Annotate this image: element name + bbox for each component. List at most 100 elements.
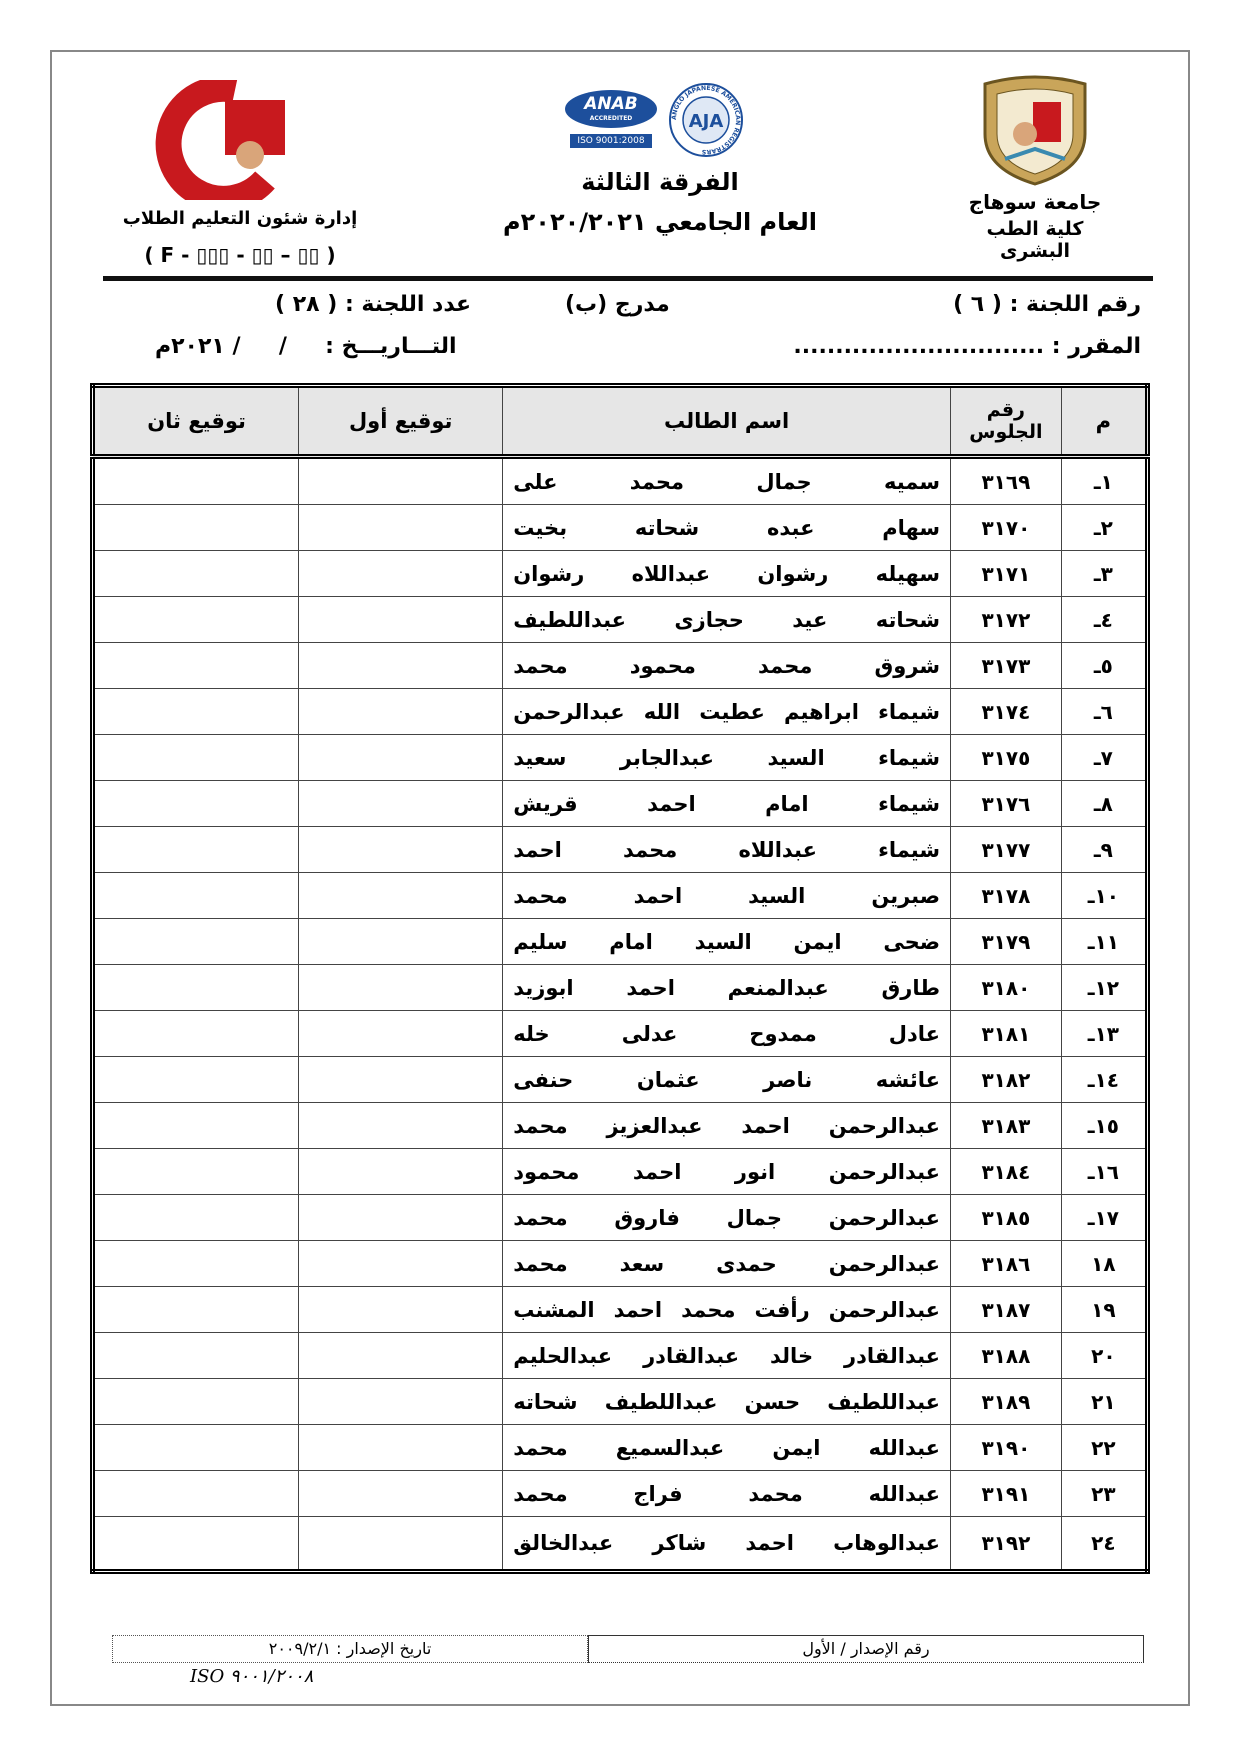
second-signature-cell[interactable] bbox=[91, 688, 300, 735]
page-frame bbox=[50, 50, 1190, 1706]
second-signature-cell[interactable] bbox=[91, 1148, 300, 1195]
second-signature-cell[interactable] bbox=[91, 918, 300, 965]
row-index: ٢٤ bbox=[1060, 1516, 1149, 1572]
seat-number: ٣١٨٥ bbox=[950, 1194, 1062, 1241]
student-name: عبداللطيف حسن عبداللطيف شحاته bbox=[502, 1378, 952, 1425]
first-signature-cell[interactable] bbox=[298, 872, 504, 919]
first-signature-cell[interactable] bbox=[298, 1194, 504, 1241]
first-signature-cell[interactable] bbox=[298, 1516, 504, 1572]
row-index: ٩ـ bbox=[1060, 826, 1149, 873]
first-signature-cell[interactable] bbox=[298, 780, 504, 827]
table-row: ٢٤ ٣١٩٢ عبدالوهاب احمد شاكر عبدالخالق bbox=[91, 1516, 1149, 1572]
seat-number: ٣١٨٠ bbox=[950, 964, 1062, 1011]
iso-footer: ISO ٩٠٠١/٢٠٠٨ bbox=[190, 1666, 314, 1687]
aja-logo: ANGLO JAPANESE AMERICAN REGISTRARS AJA bbox=[669, 83, 743, 157]
seat-number: ٣١٨٢ bbox=[950, 1056, 1062, 1103]
col-sig1-header: توقيع أول bbox=[298, 385, 504, 459]
table-row: ٤ـ ٣١٧٢ شحاته عيد حجازى عبداللطيف bbox=[91, 596, 1149, 643]
seat-number: ٣١٧٠ bbox=[950, 504, 1062, 551]
first-signature-cell[interactable] bbox=[298, 1148, 504, 1195]
first-signature-cell[interactable] bbox=[298, 1240, 504, 1287]
second-signature-cell[interactable] bbox=[91, 1010, 300, 1057]
col-seat-header: رقم الجلوس bbox=[950, 385, 1062, 459]
student-name: شيماء السيد عبدالجابر سعيد bbox=[502, 734, 952, 781]
second-signature-cell[interactable] bbox=[91, 1194, 300, 1241]
row-index: ١ـ bbox=[1060, 456, 1149, 505]
student-name: شروق محمد محمود محمد bbox=[502, 642, 952, 689]
table-row: ٢ـ ٣١٧٠ سهام عبده شحاته بخيت bbox=[91, 504, 1149, 551]
second-signature-cell[interactable] bbox=[91, 734, 300, 781]
row-index: ٢ـ bbox=[1060, 504, 1149, 551]
first-signature-cell[interactable] bbox=[298, 642, 504, 689]
second-signature-cell[interactable] bbox=[91, 1240, 300, 1287]
second-signature-cell[interactable] bbox=[91, 1332, 300, 1379]
second-signature-cell[interactable] bbox=[91, 1516, 300, 1572]
faculty-of-medicine-logo bbox=[155, 80, 285, 200]
anab-wordmark: ANAB bbox=[584, 94, 638, 114]
seat-number: ٣١٦٩ bbox=[950, 456, 1062, 505]
table-row: ١٩ ٣١٨٧ عبدالرحمن رأفت محمد احمد المشنب bbox=[91, 1286, 1149, 1333]
second-signature-cell[interactable] bbox=[91, 1286, 300, 1333]
row-index: ٣ـ bbox=[1060, 550, 1149, 597]
issue-number: رقم الإصدار / الأول bbox=[588, 1635, 1144, 1663]
second-signature-cell[interactable] bbox=[91, 1424, 300, 1471]
iso-badge: ISO 9001:2008 bbox=[570, 134, 652, 148]
seat-number: ٣١٧٤ bbox=[950, 688, 1062, 735]
student-name: عبدالرحمن حمدى سعد محمد bbox=[502, 1240, 952, 1287]
first-signature-cell[interactable] bbox=[298, 1056, 504, 1103]
first-signature-cell[interactable] bbox=[298, 1378, 504, 1425]
first-signature-cell[interactable] bbox=[298, 1102, 504, 1149]
table-row: ٢٢ ٣١٩٠ عبدالله ايمن عبدالسميع محمد bbox=[91, 1424, 1149, 1471]
first-signature-cell[interactable] bbox=[298, 964, 504, 1011]
row-index: ٨ـ bbox=[1060, 780, 1149, 827]
first-signature-cell[interactable] bbox=[298, 596, 504, 643]
first-signature-cell[interactable] bbox=[298, 1332, 504, 1379]
first-signature-cell[interactable] bbox=[298, 1424, 504, 1471]
first-signature-cell[interactable] bbox=[298, 918, 504, 965]
row-index: ٢١ bbox=[1060, 1378, 1149, 1425]
first-signature-cell[interactable] bbox=[298, 1010, 504, 1057]
second-signature-cell[interactable] bbox=[91, 780, 300, 827]
academic-year: العام الجامعي ٢٠٢٠/٢٠٢١م bbox=[503, 208, 817, 236]
table-row: ٢١ ٣١٨٩ عبداللطيف حسن عبداللطيف شحاته bbox=[91, 1378, 1149, 1425]
second-signature-cell[interactable] bbox=[91, 1470, 300, 1517]
table-row: ١٦ـ ٣١٨٤ عبدالرحمن انور احمد محمود bbox=[91, 1148, 1149, 1195]
student-name: شيماء ابراهيم عطيت الله عبدالرحمن bbox=[502, 688, 952, 735]
seat-number: ٣١٧٧ bbox=[950, 826, 1062, 873]
row-index: ١٢ـ bbox=[1060, 964, 1149, 1011]
first-signature-cell[interactable] bbox=[298, 826, 504, 873]
second-signature-cell[interactable] bbox=[91, 596, 300, 643]
second-signature-cell[interactable] bbox=[91, 642, 300, 689]
first-signature-cell[interactable] bbox=[298, 504, 504, 551]
first-signature-cell[interactable] bbox=[298, 1470, 504, 1517]
student-name: سميه جمال محمد على bbox=[502, 456, 952, 505]
table-row: ٩ـ ٣١٧٧ شيماء عبداللاه محمد احمد bbox=[91, 826, 1149, 873]
student-name: عبدالرحمن احمد عبدالعزيز محمد bbox=[502, 1102, 952, 1149]
second-signature-cell[interactable] bbox=[91, 1056, 300, 1103]
row-index: ١٧ـ bbox=[1060, 1194, 1149, 1241]
first-signature-cell[interactable] bbox=[298, 1286, 504, 1333]
first-signature-cell[interactable] bbox=[298, 734, 504, 781]
first-signature-cell[interactable] bbox=[298, 456, 504, 505]
seat-number: ٣١٨٧ bbox=[950, 1286, 1062, 1333]
second-signature-cell[interactable] bbox=[91, 1102, 300, 1149]
second-signature-cell[interactable] bbox=[91, 826, 300, 873]
second-signature-cell[interactable] bbox=[91, 504, 300, 551]
student-name: صبرين السيد احمد محمد bbox=[502, 872, 952, 919]
course-field: المقرر : .............................. bbox=[793, 334, 1141, 359]
second-signature-cell[interactable] bbox=[91, 456, 300, 505]
date-field: التـــاريـــخ : / / ٢٠٢١م bbox=[155, 334, 457, 359]
form-code: ( F - ▯▯▯ - ▯▯ – ▯▯ ) bbox=[144, 243, 336, 267]
student-name: عبدالله محمد فراج محمد bbox=[502, 1470, 952, 1517]
first-signature-cell[interactable] bbox=[298, 550, 504, 597]
row-index: ٧ـ bbox=[1060, 734, 1149, 781]
student-name: شيماء عبداللاه محمد احمد bbox=[502, 826, 952, 873]
table-row: ١٧ـ ٣١٨٥ عبدالرحمن جمال فاروق محمد bbox=[91, 1194, 1149, 1241]
first-signature-cell[interactable] bbox=[298, 688, 504, 735]
second-signature-cell[interactable] bbox=[91, 550, 300, 597]
second-signature-cell[interactable] bbox=[91, 1378, 300, 1425]
second-signature-cell[interactable] bbox=[91, 872, 300, 919]
student-name: طارق عبدالمنعم احمد ابوزيد bbox=[502, 964, 952, 1011]
row-index: ١٩ bbox=[1060, 1286, 1149, 1333]
second-signature-cell[interactable] bbox=[91, 964, 300, 1011]
